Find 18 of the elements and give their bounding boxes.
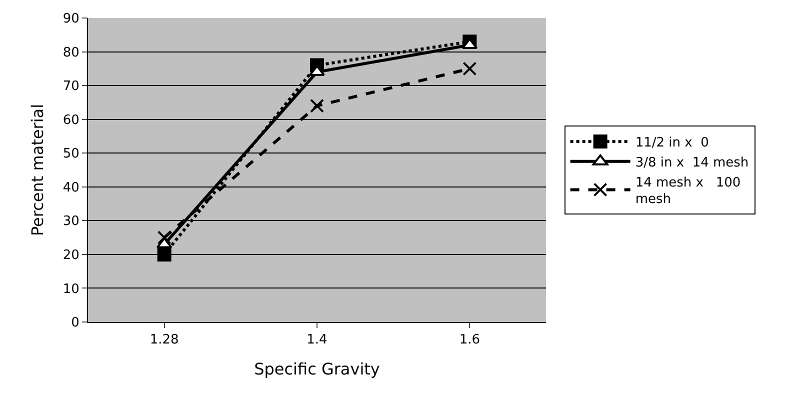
y-tick-label: 30 (62, 214, 80, 230)
x-tick-label: 1.28 (150, 332, 179, 348)
y-axis-title: Percent material (28, 104, 47, 236)
y-tick-label: 90 (62, 12, 80, 27)
y-tick-label: 60 (62, 112, 80, 128)
x-tick-label: 1.6 (459, 332, 480, 348)
y-tick-label: 50 (62, 146, 80, 162)
x-axis-title: Specific Gravity (254, 359, 380, 378)
x-tick-label: 1.4 (306, 332, 328, 348)
legend-label: 11/2 in x 0 (635, 136, 709, 151)
y-tick-label: 10 (62, 282, 80, 297)
y-tick-label: 40 (62, 180, 80, 196)
y-tick-label: 70 (62, 79, 80, 94)
y-tick-label: 20 (62, 248, 80, 263)
legend-label: 3/8 in x 14 mesh (635, 155, 749, 170)
legend-label: 14 mesh x 100 mesh (635, 175, 741, 208)
y-tick-label: 80 (62, 45, 80, 60)
y-tick-label: 0 (71, 316, 80, 331)
